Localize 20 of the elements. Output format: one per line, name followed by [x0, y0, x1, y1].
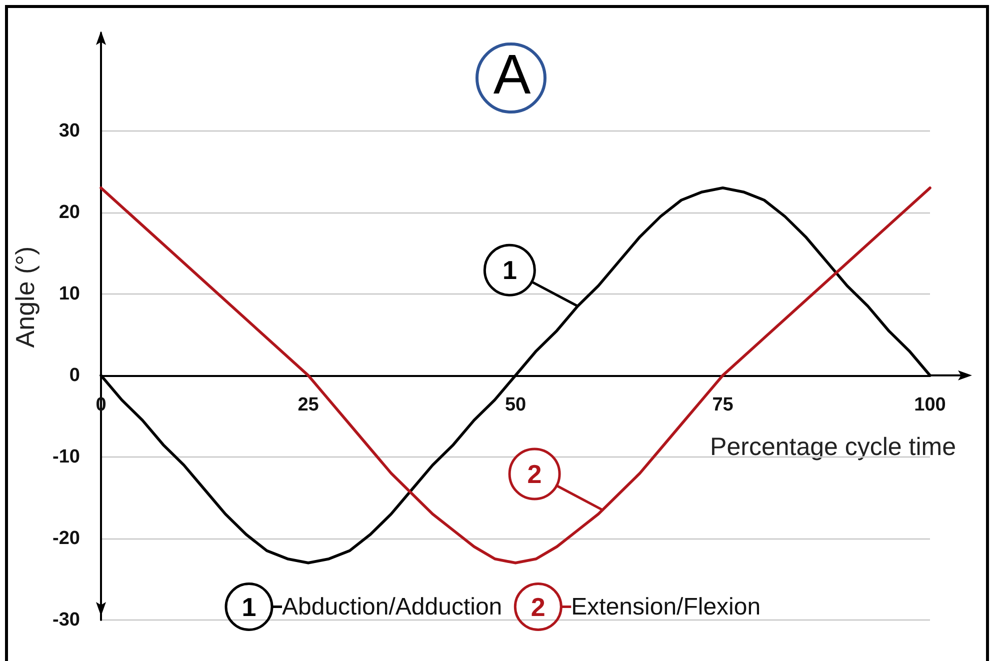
x-tick-label: 100: [914, 394, 946, 416]
text: 2: [530, 592, 546, 622]
y-tick-label: -30: [52, 610, 80, 630]
y-tick-label: 0: [69, 364, 80, 386]
y-axis-title: Angle (°): [10, 246, 40, 348]
x-tick-label: 50: [504, 394, 526, 416]
legend-label: Abduction/Adduction: [282, 593, 502, 620]
y-tick-label: 30: [58, 120, 80, 142]
x-tick-label: 25: [298, 394, 320, 416]
legend-label: Extension/Flexion: [571, 593, 761, 620]
annotation: 2: [527, 458, 542, 489]
text: 1: [242, 592, 256, 622]
y-tick-label: 20: [58, 202, 80, 223]
x-tick-label: 75: [712, 394, 734, 416]
annotation: 1: [502, 255, 517, 286]
y-tick-label: 10: [58, 283, 80, 304]
chart-title: A: [493, 42, 532, 106]
y-tick-label: -20: [52, 528, 80, 549]
y-tick-label: -10: [52, 446, 80, 468]
x-axis-title: Percentage cycle time: [710, 433, 956, 461]
